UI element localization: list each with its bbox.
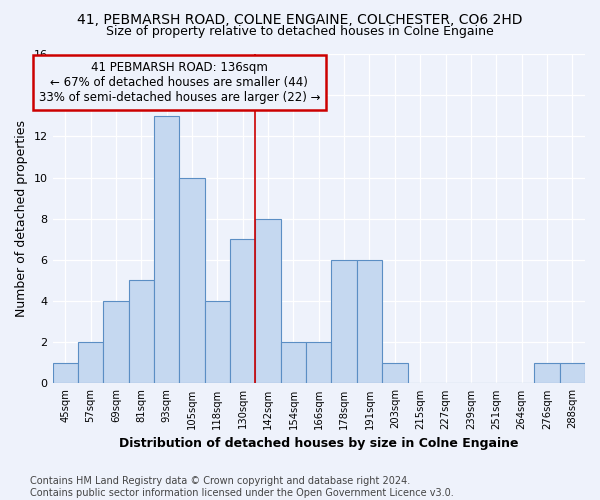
Bar [357, 260, 382, 384]
Text: Contains HM Land Registry data © Crown copyright and database right 2024.
Contai: Contains HM Land Registry data © Crown c… [30, 476, 454, 498]
Bar [103, 301, 128, 384]
Bar [281, 342, 306, 384]
Bar [560, 363, 585, 384]
Bar [306, 342, 331, 384]
Bar [205, 301, 230, 384]
Text: 41 PEBMARSH ROAD: 136sqm
← 67% of detached houses are smaller (44)
33% of semi-d: 41 PEBMARSH ROAD: 136sqm ← 67% of detach… [38, 61, 320, 104]
Bar [331, 260, 357, 384]
Bar [53, 363, 78, 384]
Text: Size of property relative to detached houses in Colne Engaine: Size of property relative to detached ho… [106, 25, 494, 38]
Bar [154, 116, 179, 384]
Text: 41, PEBMARSH ROAD, COLNE ENGAINE, COLCHESTER, CO6 2HD: 41, PEBMARSH ROAD, COLNE ENGAINE, COLCHE… [77, 12, 523, 26]
Bar [256, 218, 281, 384]
X-axis label: Distribution of detached houses by size in Colne Engaine: Distribution of detached houses by size … [119, 437, 518, 450]
Bar [78, 342, 103, 384]
Bar [230, 240, 256, 384]
Y-axis label: Number of detached properties: Number of detached properties [15, 120, 28, 317]
Bar [382, 363, 407, 384]
Bar [128, 280, 154, 384]
Bar [534, 363, 560, 384]
Bar [179, 178, 205, 384]
